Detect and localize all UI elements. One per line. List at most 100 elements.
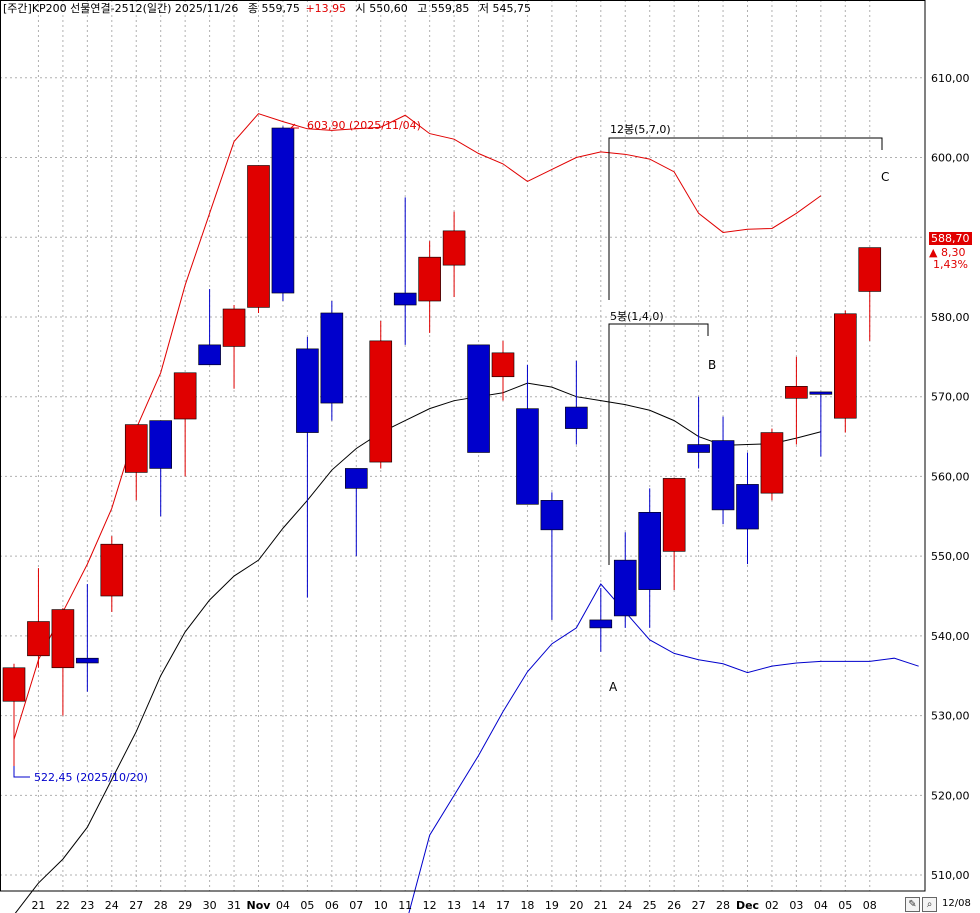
x-tick-label: 07 (349, 899, 363, 912)
y-tick-label: 580,00 (931, 311, 970, 324)
x-tick-label: 13 (447, 899, 461, 912)
candle-body (173, 372, 197, 420)
x-tick-label: 30 (203, 899, 217, 912)
y-tick-label: 560,00 (931, 470, 970, 483)
x-tick-label: 06 (325, 899, 339, 912)
high-price: 고 559,85 (417, 2, 470, 15)
x-tick-label: 04 (814, 899, 828, 912)
x-tick-label: 05 (838, 899, 852, 912)
y-tick-label: 530,00 (931, 710, 970, 723)
bracket-5-label: 5봉(1,4,0) (610, 310, 664, 323)
price-change: +13,95 (305, 2, 347, 15)
magnifier-icon[interactable]: ⌕ (922, 897, 937, 912)
candle-body (344, 468, 368, 489)
x-tick-label: 20 (569, 899, 583, 912)
x-tick-label: 18 (520, 899, 534, 912)
candle-body (27, 621, 50, 657)
chart-title: [주간]KP200 선물연결-2512(일간) 2025/11/26 (3, 2, 239, 15)
x-tick-label: Dec (736, 899, 759, 912)
candle-body (442, 230, 466, 266)
high-marker-arrow (289, 123, 299, 129)
x-tick-label: 24 (618, 899, 632, 912)
candle-body (369, 340, 393, 463)
candles (2, 126, 882, 772)
x-tick-label: 12 (423, 899, 437, 912)
candle-body (418, 256, 441, 302)
x-tick-label: 11 (398, 899, 412, 912)
close-price: 종 559,75 (247, 2, 300, 15)
candle-body (76, 657, 99, 664)
upper-band-line (13, 113, 822, 740)
y-tick-label: 600,00 (931, 152, 970, 165)
candle-body (785, 386, 808, 399)
candle-body (124, 424, 148, 473)
y-tick-label: 610,00 (931, 72, 970, 85)
x-tick-label: 22 (56, 899, 70, 912)
candle-body (858, 247, 882, 292)
candle-body (247, 165, 270, 308)
bracket-12 (608, 137, 883, 300)
y-tick-label: 550,00 (931, 550, 970, 563)
last-price-badge: 588,70 (929, 232, 972, 245)
annotations: 603,90 (2025/11/04) 522,45 (2025/10/20) 12… (13, 119, 889, 784)
last-price-pct: 1,43% (933, 258, 968, 271)
point-a-label: A (609, 680, 618, 694)
x-tick-label: 19 (545, 899, 559, 912)
last-price-change: ▲ 8,30 (929, 246, 966, 259)
candle-body (149, 420, 172, 469)
candle-body (491, 352, 515, 378)
x-tick-label: 05 (300, 899, 314, 912)
x-tick-label: 03 (789, 899, 803, 912)
chart-header: [주간]KP200 선물연결-2512(일간) 2025/11/26 종 559… (3, 0, 537, 16)
x-tick-label: 17 (496, 899, 510, 912)
x-tick-label: 21 (31, 899, 45, 912)
x-tick-label: 25 (643, 899, 657, 912)
x-tick-label: 27 (129, 899, 143, 912)
x-tick-label: 26 (667, 899, 681, 912)
point-b-label: B (708, 358, 716, 372)
bracket-12-label: 12봉(5,7,0) (610, 123, 671, 136)
candle-body (687, 444, 710, 453)
candle-body (711, 440, 735, 511)
y-tick-label: 520,00 (931, 789, 970, 802)
candle-body (2, 667, 26, 702)
candle-body (222, 308, 246, 347)
x-tick-label: 10 (374, 899, 388, 912)
x-tick-label: 08 (863, 899, 877, 912)
candle-body (760, 432, 784, 494)
bollinger-bands (13, 113, 919, 913)
middle-band-line (14, 382, 821, 913)
x-tick-label: 31 (227, 899, 241, 912)
point-c-label: C (881, 170, 889, 184)
x-tick-label: 28 (154, 899, 168, 912)
pencil-icon[interactable]: ✎ (905, 897, 920, 912)
candle-body (833, 313, 857, 419)
candle-body (516, 408, 539, 505)
candle-body (320, 312, 344, 404)
high-annotation: 603,90 (2025/11/04) (307, 119, 421, 132)
x-tick-label: Nov (247, 899, 272, 912)
plot-frame (0, 0, 926, 892)
low-annotation: 522,45 (2025/10/20) (34, 771, 148, 784)
x-tick-label: 02 (765, 899, 779, 912)
candle-body (393, 292, 417, 306)
candle-body (296, 348, 319, 433)
x-tick-label: 23 (80, 899, 94, 912)
candle-body (100, 543, 124, 597)
candle-body (198, 344, 221, 366)
date-label: 12/08 (942, 898, 971, 909)
candle-body (638, 511, 662, 590)
candle-body (540, 500, 564, 531)
low-price: 저 545,75 (478, 2, 531, 15)
candle-body (613, 559, 637, 617)
x-tick-label: 21 (594, 899, 608, 912)
candle-body (809, 391, 833, 395)
candle-body (589, 619, 613, 629)
y-tick-label: 510,00 (931, 869, 970, 882)
y-tick-label: 570,00 (931, 391, 970, 404)
candle-body (565, 406, 588, 429)
x-tick-label: 27 (692, 899, 706, 912)
low-marker-arrow (13, 766, 30, 778)
